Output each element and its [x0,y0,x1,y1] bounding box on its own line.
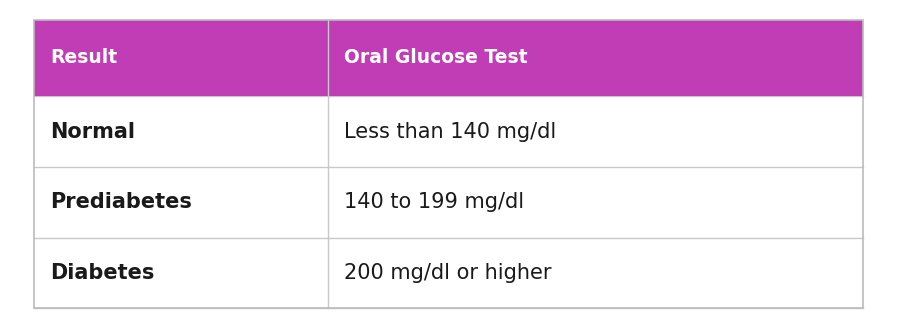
Text: Diabetes: Diabetes [50,263,154,283]
Text: Prediabetes: Prediabetes [50,192,192,212]
Text: Oral Glucose Test: Oral Glucose Test [344,49,528,68]
Bar [34,167,863,237]
Text: Less than 140 mg/dl: Less than 140 mg/dl [344,122,557,141]
Text: Normal: Normal [50,122,135,141]
Text: 200 mg/dl or higher: 200 mg/dl or higher [344,263,552,283]
Bar [34,20,863,308]
Text: Result: Result [50,49,118,68]
Text: 140 to 199 mg/dl: 140 to 199 mg/dl [344,192,525,212]
Bar [34,237,863,308]
Bar [34,96,863,167]
Bar [34,20,863,96]
